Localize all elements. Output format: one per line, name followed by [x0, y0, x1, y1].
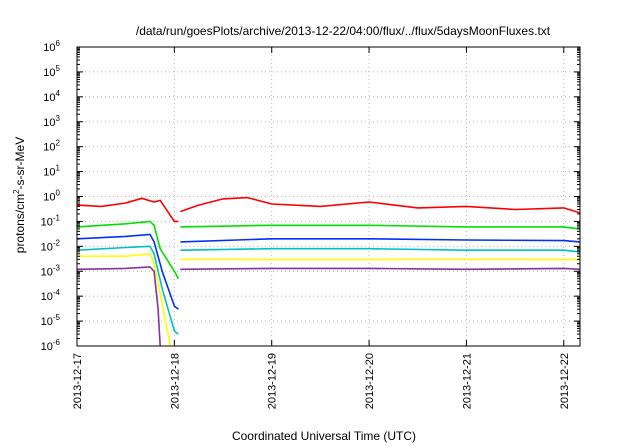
y-tick-label: 10-4	[41, 288, 61, 303]
y-tick-label: 106	[43, 39, 60, 54]
x-axis: 2013-12-17 2013-12-18 2013-12-19 2013-12-20…	[72, 47, 571, 409]
y-tick-label: 10-6	[41, 338, 61, 353]
y-axis-title: protons/cm2-s-sr-MeV	[12, 137, 27, 253]
x-tick-label: 2013-12-21	[461, 353, 473, 409]
series-layer	[77, 196, 580, 346]
y-tick-label: 103	[43, 114, 60, 129]
series-line-6	[77, 266, 161, 346]
series-line-6	[180, 267, 580, 271]
x-tick-label: 2013-12-22	[559, 353, 571, 409]
y-tick-label: 10-5	[41, 313, 61, 328]
series-line-2	[180, 224, 580, 230]
x-tick-label: 2013-12-20	[364, 353, 376, 409]
y-tick-label: 10-3	[41, 263, 61, 278]
series-line-4	[77, 245, 179, 335]
y-tick-label: 10-1	[41, 213, 61, 228]
y-tick-label: 104	[43, 89, 60, 104]
y-tick-label: 102	[43, 139, 60, 154]
series-line-1	[180, 196, 580, 214]
series-group	[77, 196, 580, 346]
x-tick-label: 2013-12-17	[72, 353, 84, 409]
series-line-4	[180, 247, 580, 253]
y-tick-label: 10-2	[41, 238, 61, 253]
series-line-5	[77, 253, 172, 346]
series-line-2	[77, 220, 180, 280]
plot-frame	[76, 46, 581, 347]
x-tick-label: 2013-12-18	[169, 353, 181, 409]
y-axis: 10-6 10-5 10-4 10-3 10-2 10-1 100 101 102 103 104 1…	[41, 39, 580, 353]
x-tick-label: 2013-12-19	[267, 353, 279, 409]
chart-title: /data/run/goesPlots/archive/2013-12-22/0…	[136, 24, 551, 38]
x-axis-title: Coordinated Universal Time (UTC)	[232, 429, 416, 443]
series-line-3	[180, 238, 580, 243]
y-tick-label: 101	[43, 164, 60, 179]
y-tick-label: 105	[43, 64, 60, 79]
series-line-1	[77, 197, 179, 223]
grid	[77, 47, 580, 346]
series-line-3	[77, 233, 179, 310]
y-tick-label: 100	[43, 189, 60, 204]
